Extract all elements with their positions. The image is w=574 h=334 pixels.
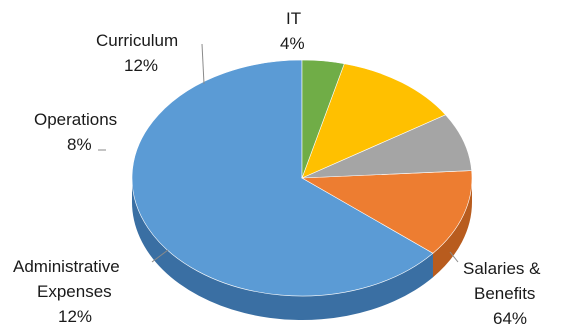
leader-salaries [449, 251, 459, 263]
label-admin-value: 12% [58, 307, 92, 326]
label-curriculum-line1: Curriculum [96, 31, 178, 50]
label-admin-line2: Expenses [37, 282, 112, 301]
label-it-line1: IT [286, 9, 301, 28]
slice-labels: Salaries & Benefits 64% Administrative E… [13, 9, 541, 328]
slice-side-salaries-benefits [132, 178, 433, 320]
slice-curriculum [301, 63, 447, 179]
leader-lines [98, 43, 459, 263]
slice-salaries-benefits [131, 59, 434, 297]
slice-administrative-expenses [300, 170, 473, 254]
pie-side-walls [132, 178, 472, 320]
label-curriculum-value: 12% [124, 56, 158, 75]
label-salaries-value: 64% [493, 309, 527, 328]
label-salaries-line2: Benefits [474, 284, 535, 303]
leader-admin [151, 249, 169, 263]
label-it-value: 4% [280, 34, 305, 53]
label-operations-value: 8% [67, 135, 92, 154]
slice-it [301, 59, 345, 179]
label-salaries-line1: Salaries & [463, 259, 541, 278]
label-operations-line1: Operations [34, 110, 117, 129]
pie-slices [131, 59, 473, 297]
label-admin-line1: Administrative [13, 257, 120, 276]
leader-curriculum [201, 43, 205, 85]
slice-side-administrative-expenses [432, 178, 472, 278]
